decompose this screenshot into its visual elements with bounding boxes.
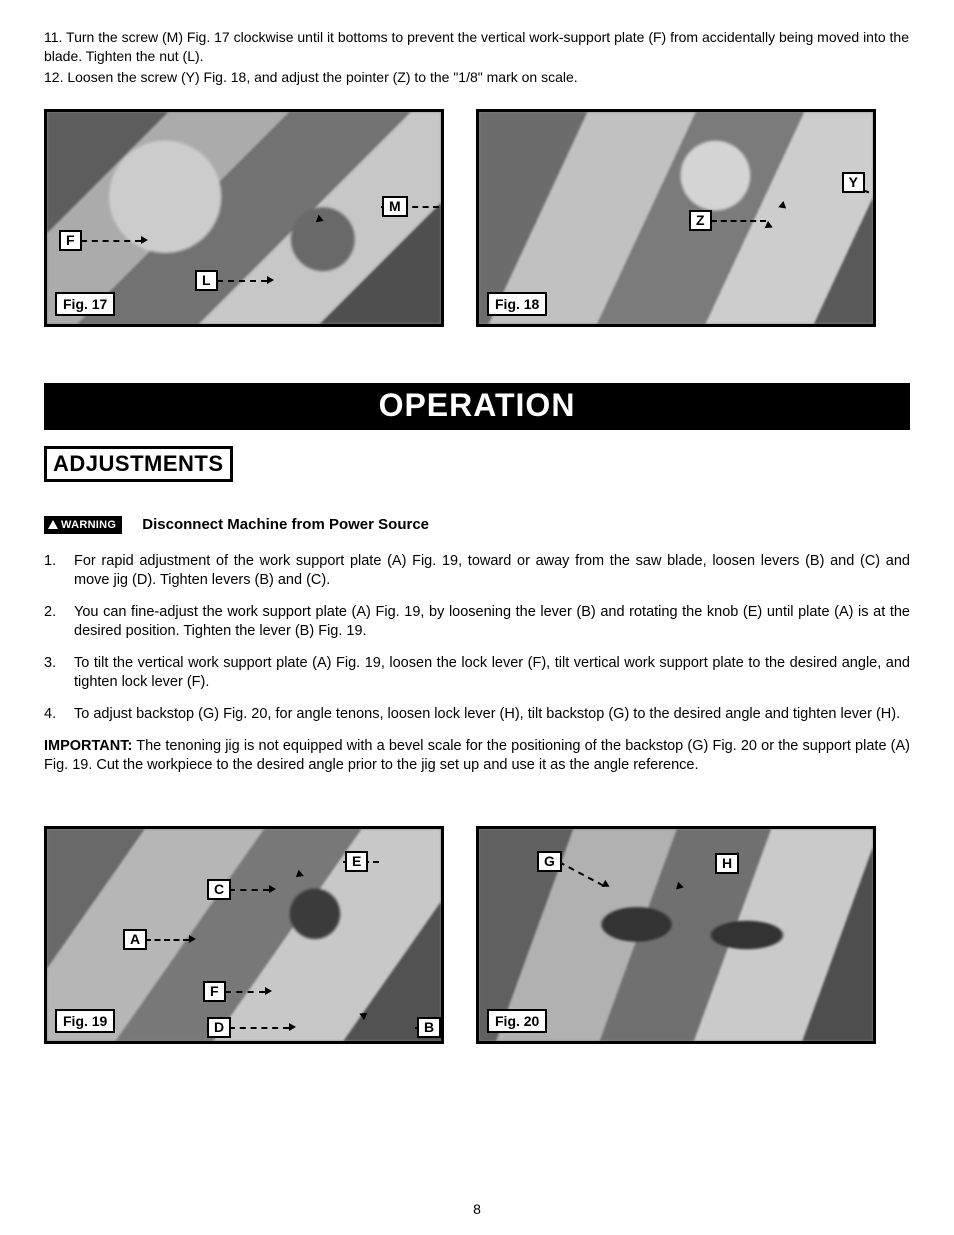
figures-row-bottom: E C A F D B Fig. 19 G H Fig. 20 <box>44 826 910 1044</box>
callout-e19: E <box>345 851 368 872</box>
leader-l <box>217 280 267 282</box>
figure-17-label: Fig. 17 <box>55 292 115 316</box>
step-4: To adjust backstop (G) Fig. 20, for angl… <box>44 705 910 725</box>
warning-text: Disconnect Machine from Power Source <box>142 516 429 533</box>
leader-f19 <box>225 991 265 993</box>
leader-z <box>711 220 766 222</box>
warning-badge-text: WARNING <box>61 519 116 531</box>
callout-y: Y <box>842 172 865 193</box>
figure-17: F M L Fig. 17 <box>44 109 444 327</box>
leader-f <box>81 240 141 242</box>
step-1: For rapid adjustment of the work support… <box>44 552 910 591</box>
figure-20-label: Fig. 20 <box>487 1009 547 1033</box>
callout-f: F <box>59 230 82 251</box>
arrow-f <box>141 236 148 244</box>
callout-m: M <box>382 196 408 217</box>
figures-row-top: F M L Fig. 17 Y Z Fig. 18 <box>44 109 910 327</box>
figure-19-label: Fig. 19 <box>55 1009 115 1033</box>
page-number: 8 <box>0 1201 954 1217</box>
important-text: The tenoning jig is not equipped with a … <box>44 738 910 774</box>
leader-a19 <box>145 939 189 941</box>
arrow-a19 <box>189 935 196 943</box>
figure-19: E C A F D B Fig. 19 <box>44 826 444 1044</box>
subheading-adjustments: ADJUSTMENTS <box>44 446 233 482</box>
arrow-c19 <box>269 885 276 893</box>
figure-18: Y Z Fig. 18 <box>476 109 876 327</box>
figure-18-label: Fig. 18 <box>487 292 547 316</box>
warning-triangle-icon <box>48 520 58 529</box>
warning-badge: WARNING <box>44 516 122 534</box>
figure-20: G H Fig. 20 <box>476 826 876 1044</box>
warning-row: WARNING Disconnect Machine from Power So… <box>44 516 910 534</box>
important-note: IMPORTANT: The tenoning jig is not equip… <box>44 737 910 776</box>
callout-d19: D <box>207 1017 231 1038</box>
leader-c19 <box>229 889 269 891</box>
callout-z: Z <box>689 210 712 231</box>
intro-step-11: 11. Turn the screw (M) Fig. 17 clockwise… <box>44 28 910 66</box>
adjustment-steps: For rapid adjustment of the work support… <box>44 552 910 725</box>
callout-h20: H <box>715 853 739 874</box>
intro-step-12: 12. Loosen the screw (Y) Fig. 18, and ad… <box>44 68 910 87</box>
section-banner-operation: OPERATION <box>44 383 910 430</box>
step-3: To tilt the vertical work support plate … <box>44 654 910 693</box>
arrow-l <box>267 276 274 284</box>
callout-b19: B <box>417 1017 441 1038</box>
arrow-f19 <box>265 987 272 995</box>
callout-f19: F <box>203 981 226 1002</box>
callout-l: L <box>195 270 218 291</box>
leader-d19 <box>229 1027 289 1029</box>
arrow-d19 <box>289 1023 296 1031</box>
callout-c19: C <box>207 879 231 900</box>
callout-g20: G <box>537 851 562 872</box>
callout-a19: A <box>123 929 147 950</box>
important-label: IMPORTANT: <box>44 738 132 754</box>
step-2: You can fine-adjust the work support pla… <box>44 603 910 642</box>
